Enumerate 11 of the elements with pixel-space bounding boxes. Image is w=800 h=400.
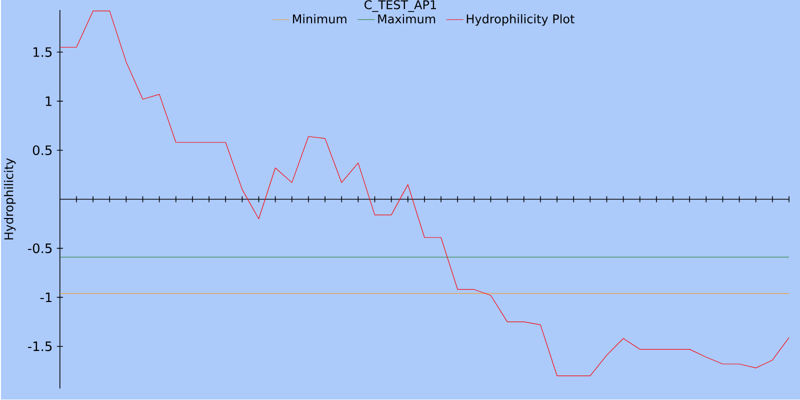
chart-title: C_TEST_AP1: [364, 0, 436, 12]
y-tick-label: -0.5: [28, 244, 52, 254]
y-tick-label: -1: [40, 292, 52, 302]
y-tick-label: 1: [46, 96, 52, 106]
y-tick-label: -1.5: [28, 342, 52, 352]
legend-label: Maximum: [378, 14, 436, 24]
legend-label: Minimum: [293, 14, 346, 24]
legend-label: Hydrophilicity Plot: [466, 14, 574, 26]
y-axis-title: Hydrophilicity: [4, 158, 16, 240]
y-tick-label: 1.5: [33, 48, 52, 58]
y-tick-label: 0.5: [32, 146, 52, 156]
